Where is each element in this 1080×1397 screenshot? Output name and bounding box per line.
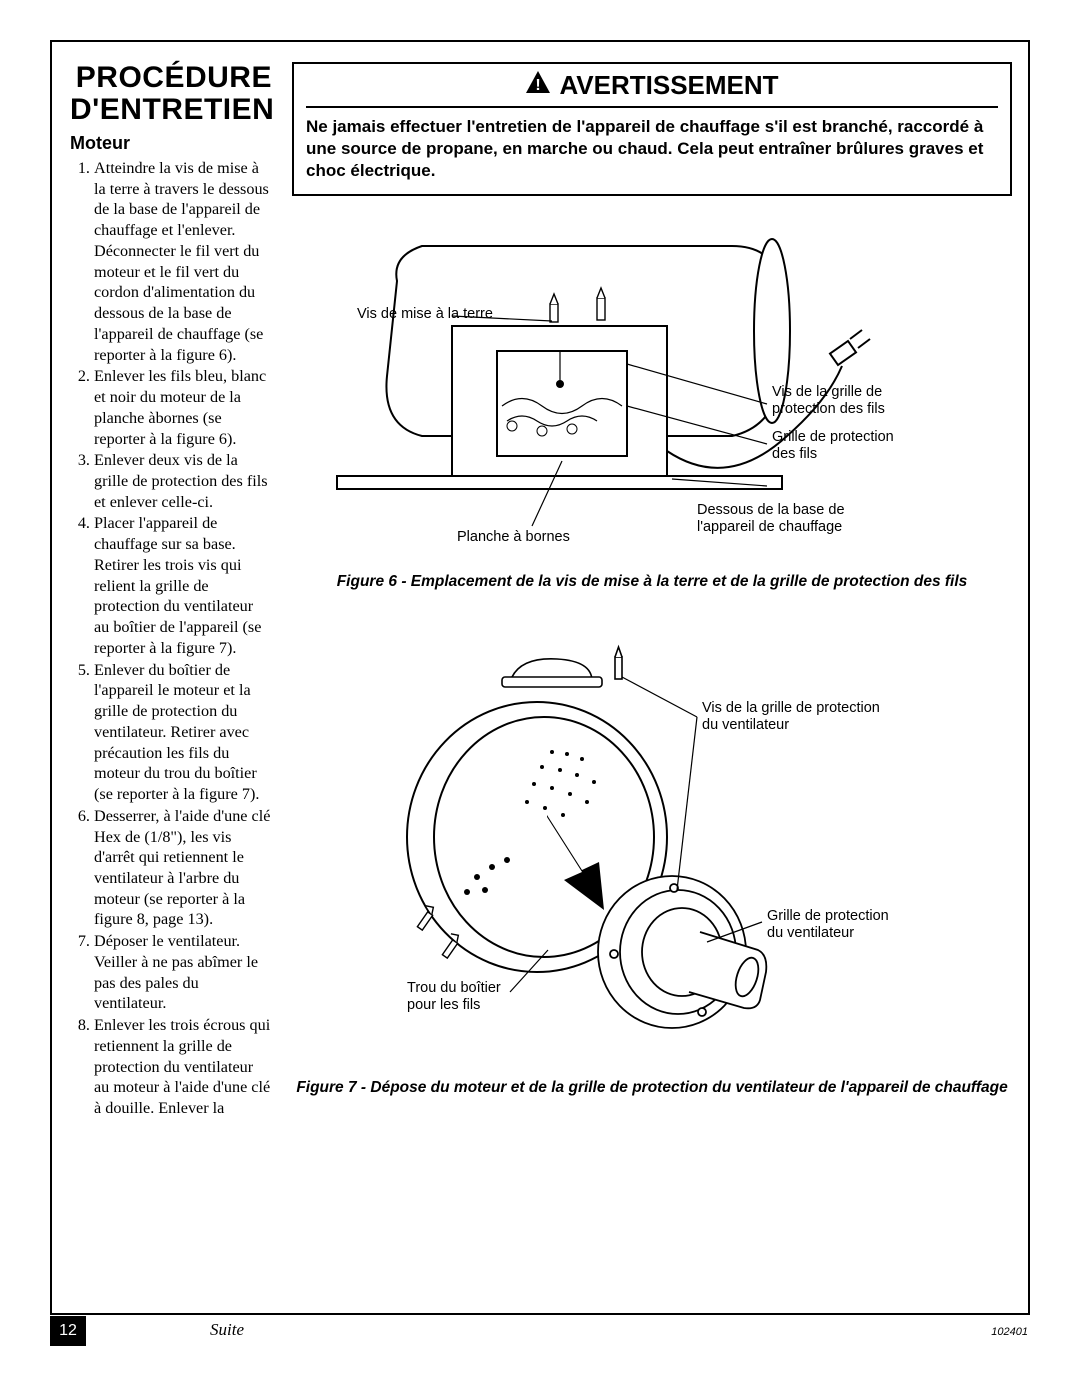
figure-7-svg: Vis de la grille de protection du ventil… (302, 642, 1002, 1072)
fig7-label-fan-guard-2: du ventilateur (767, 925, 854, 941)
fig7-label-wire-hole-1: Trou du boîtier (407, 980, 501, 996)
steps-list: Atteindre la vis de mise à la terre à tr… (70, 158, 272, 1119)
fig6-label-ground-screw: Vis de mise à la terre (357, 306, 493, 322)
warning-title-row: ! AVERTISSEMENT (306, 70, 998, 108)
fig6-label-wire-guard-1: Grille de protection (772, 429, 894, 445)
page-number: 12 (50, 1316, 86, 1346)
suite-label: Suite (210, 1320, 244, 1340)
section-title: PROCÉDURE D'ENTRETIEN (70, 62, 272, 125)
subhead-moteur: Moteur (70, 133, 272, 154)
step-3: Enlever deux vis de la grille de protect… (94, 450, 272, 512)
step-8: Enlever les trois écrous qui retiennent … (94, 1015, 272, 1119)
right-column: ! AVERTISSEMENT Ne jamais effectuer l'en… (284, 42, 1028, 1313)
fig6-label-wire-guard-2: des fils (772, 446, 817, 462)
title-line-1: PROCÉDURE (76, 61, 272, 94)
step-4: Placer l'appareil de chauffage sur sa ba… (94, 513, 272, 658)
page-frame: PROCÉDURE D'ENTRETIEN Moteur Atteindre l… (50, 40, 1030, 1315)
warning-icon: ! (525, 70, 551, 101)
step-2: Enlever les fils bleu, blanc et noir du … (94, 366, 272, 449)
doc-id: 102401 (991, 1326, 1028, 1338)
step-1: Atteindre la vis de mise à la terre à tr… (94, 158, 272, 365)
figure-6-svg: Vis de mise à la terre Planche à bornes … (302, 226, 1002, 566)
fig6-label-terminal-board: Planche à bornes (457, 529, 570, 545)
fig7-label-fan-guard-screw-1: Vis de la grille de protection (702, 700, 880, 716)
page-number-text: 12 (59, 1322, 77, 1340)
fig6-label-guard-screw-2: protection des fils (772, 401, 885, 417)
fig6-label-base-bottom-2: l'appareil de chauffage (697, 519, 842, 535)
fig6-label-guard-screw-1: Vis de la grille de (772, 384, 882, 400)
figure-6-caption: Figure 6 - Emplacement de la vis de mise… (292, 572, 1012, 591)
figure-7-caption: Figure 7 - Dépose du moteur et de la gri… (292, 1078, 1012, 1097)
step-6: Desserrer, à l'aide d'une clé Hex de (1/… (94, 806, 272, 930)
warning-title-text: AVERTISSEMENT (559, 70, 778, 101)
title-line-2: D'ENTRETIEN (70, 93, 274, 126)
figure-6: Vis de mise à la terre Planche à bornes … (292, 226, 1012, 591)
warning-body: Ne jamais effectuer l'entretien de l'app… (306, 116, 998, 182)
figure-7: Vis de la grille de protection du ventil… (292, 642, 1012, 1097)
left-column: PROCÉDURE D'ENTRETIEN Moteur Atteindre l… (52, 42, 284, 1313)
fig7-label-fan-guard-screw-2: du ventilateur (702, 717, 789, 733)
step-5: Enlever du boîtier de l'appareil le mote… (94, 660, 272, 805)
columns: PROCÉDURE D'ENTRETIEN Moteur Atteindre l… (52, 42, 1028, 1313)
warning-box: ! AVERTISSEMENT Ne jamais effectuer l'en… (292, 62, 1012, 196)
fig7-label-fan-guard-1: Grille de protection (767, 908, 889, 924)
fig6-label-base-bottom-1: Dessous de la base de (697, 502, 845, 518)
svg-text:!: ! (536, 77, 541, 94)
fig7-label-wire-hole-2: pour les fils (407, 997, 480, 1013)
step-7: Déposer le ventilateur. Veiller à ne pas… (94, 931, 272, 1014)
